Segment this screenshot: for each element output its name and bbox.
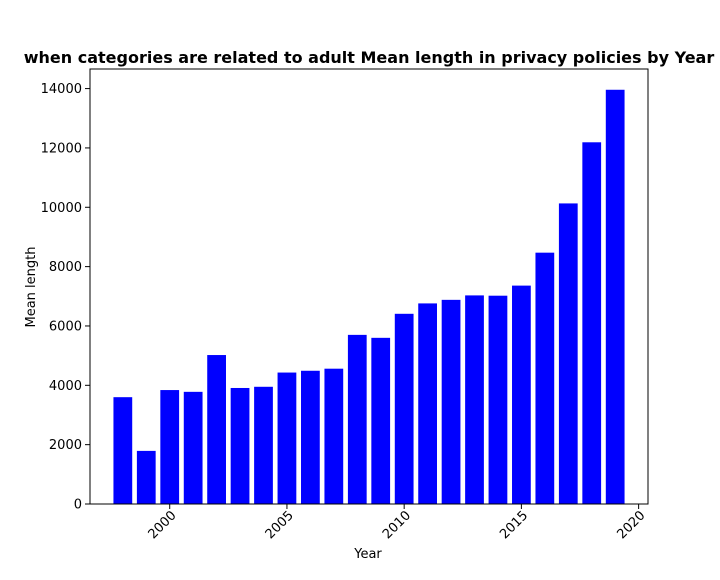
y-tick-label: 2000 (49, 438, 82, 453)
bar-2014 (488, 295, 508, 504)
x-tick-label: 2000 (146, 508, 180, 542)
y-axis-label: Mean length (24, 247, 39, 328)
y-axis: 0 2000 4000 6000 8000 10000 12000 14000 (41, 82, 90, 513)
x-tick-label: 2015 (497, 508, 531, 542)
y-tick-label: 12000 (41, 141, 82, 156)
bar-2000 (160, 390, 180, 504)
bar-2015 (512, 285, 531, 504)
y-tick-label: 0 (74, 498, 82, 513)
bar-2011 (418, 303, 437, 504)
chart-title: when categories are related to adult Mea… (24, 48, 715, 67)
bar-2013 (465, 295, 484, 504)
bar-2017 (558, 203, 578, 505)
bar-2008 (347, 334, 367, 504)
bar-2019 (605, 89, 625, 505)
y-tick-label: 14000 (41, 82, 82, 97)
bar-2016 (535, 252, 555, 504)
bar-2012 (441, 299, 461, 504)
plot-area (113, 89, 625, 505)
bar-2018 (582, 142, 602, 505)
y-tick-label: 8000 (49, 260, 82, 275)
bar-2003 (230, 387, 250, 504)
bar-2006 (301, 370, 320, 504)
bar-2009 (371, 337, 391, 504)
plot-frame (89, 68, 649, 505)
bar-2004 (254, 386, 273, 504)
bar-2001 (183, 391, 203, 504)
bar-2005 (277, 372, 297, 504)
x-tick-label: 2010 (380, 508, 414, 542)
bar-2010 (394, 313, 414, 504)
bar-1998 (113, 397, 133, 504)
y-tick-label: 10000 (41, 201, 82, 216)
y-tick-label: 4000 (49, 379, 82, 394)
bar-2002 (207, 355, 226, 504)
x-axis: 2000 2005 2010 2015 2020 (146, 504, 648, 542)
bar-2007 (324, 368, 344, 504)
x-tick-label: 2005 (263, 508, 297, 542)
x-tick-label: 2020 (614, 508, 648, 542)
bar-1999 (136, 450, 156, 504)
x-axis-label: Year (353, 547, 382, 562)
y-tick-label: 6000 (49, 319, 82, 334)
